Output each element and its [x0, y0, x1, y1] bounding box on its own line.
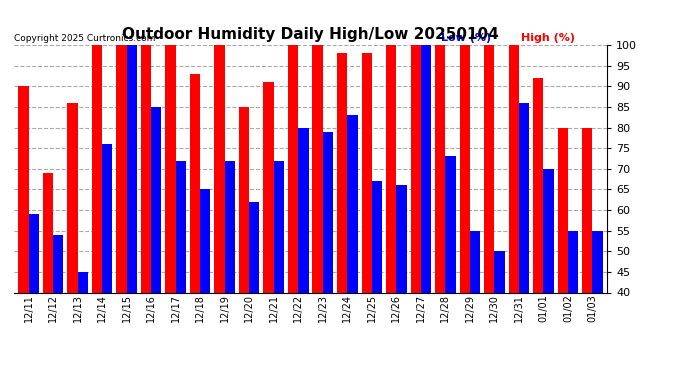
Text: Copyright 2025 Curtronics.com: Copyright 2025 Curtronics.com — [14, 33, 155, 42]
Bar — [509, 45, 519, 375]
Bar — [337, 53, 347, 375]
Bar — [215, 45, 225, 375]
Bar — [519, 103, 529, 375]
Bar — [43, 173, 53, 375]
Bar — [18, 86, 28, 375]
Bar — [274, 160, 284, 375]
Bar — [92, 45, 102, 375]
Bar — [484, 45, 495, 375]
Text: High (%): High (%) — [521, 33, 575, 42]
Bar — [568, 231, 578, 375]
Bar — [190, 74, 200, 375]
Bar — [362, 53, 372, 375]
Bar — [470, 231, 480, 375]
Bar — [141, 45, 151, 375]
Bar — [225, 160, 235, 375]
Bar — [460, 45, 470, 375]
Bar — [323, 132, 333, 375]
Bar — [411, 45, 421, 375]
Bar — [288, 45, 298, 375]
Bar — [126, 45, 137, 375]
Bar — [445, 156, 455, 375]
Bar — [421, 45, 431, 375]
Bar — [77, 272, 88, 375]
Bar — [347, 115, 357, 375]
Bar — [593, 231, 603, 375]
Bar — [386, 45, 396, 375]
Bar — [166, 45, 176, 375]
Bar — [239, 107, 249, 375]
Bar — [53, 235, 63, 375]
Bar — [28, 214, 39, 375]
Bar — [372, 181, 382, 375]
Bar — [558, 128, 568, 375]
Bar — [495, 251, 504, 375]
Text: Low (%): Low (%) — [441, 33, 491, 42]
Bar — [533, 78, 544, 375]
Bar — [176, 160, 186, 375]
Bar — [582, 128, 593, 375]
Bar — [67, 103, 77, 375]
Bar — [544, 169, 554, 375]
Bar — [396, 185, 406, 375]
Bar — [298, 128, 308, 375]
Bar — [264, 82, 274, 375]
Bar — [313, 45, 323, 375]
Bar — [102, 144, 112, 375]
Bar — [200, 189, 210, 375]
Bar — [151, 107, 161, 375]
Title: Outdoor Humidity Daily High/Low 20250104: Outdoor Humidity Daily High/Low 20250104 — [122, 27, 499, 42]
Bar — [117, 45, 126, 375]
Bar — [249, 202, 259, 375]
Bar — [435, 45, 445, 375]
